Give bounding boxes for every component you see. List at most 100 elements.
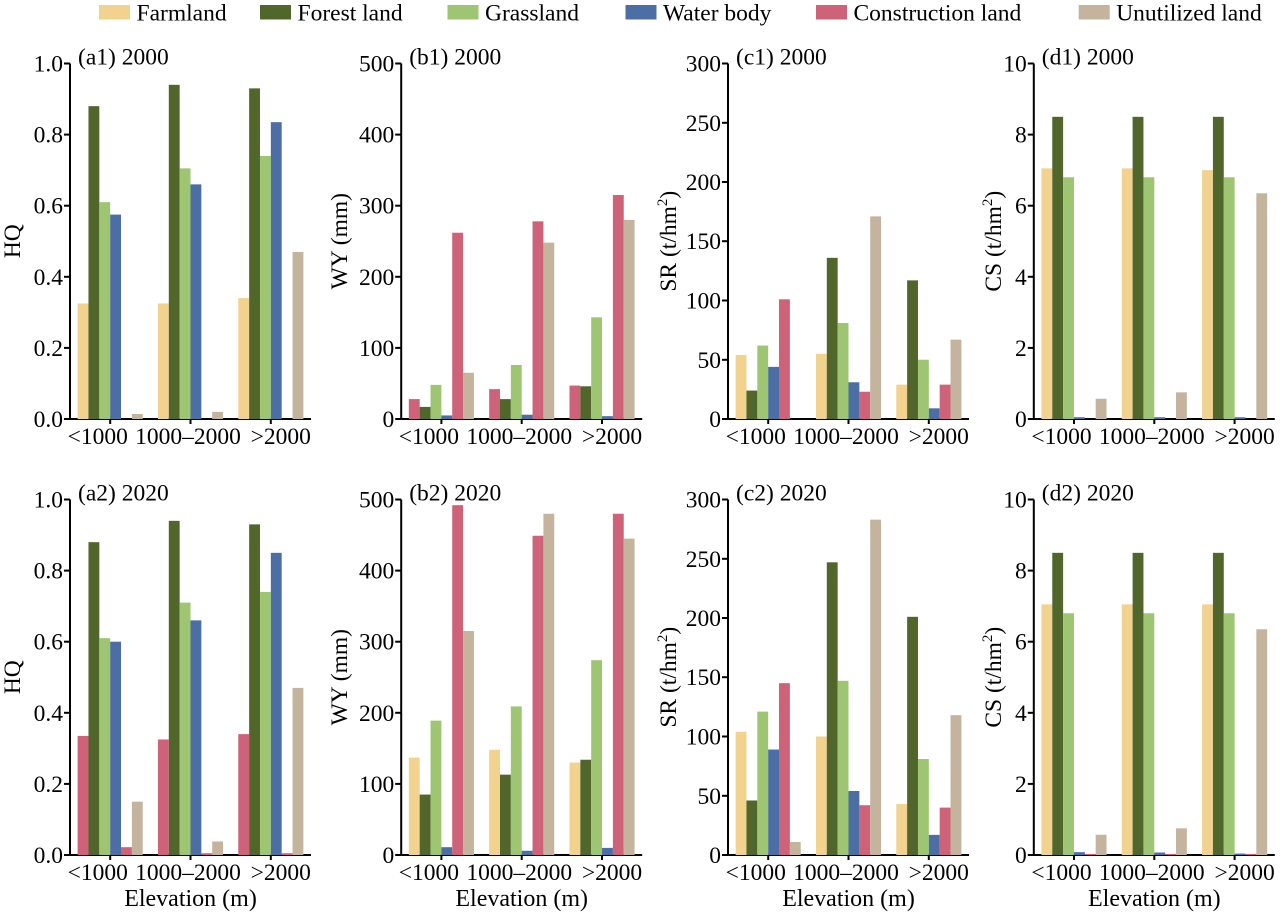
svg-text:Elevation (m): Elevation (m) — [1088, 886, 1221, 912]
svg-text:0.6: 0.6 — [34, 630, 64, 656]
svg-text:250: 250 — [686, 547, 721, 573]
svg-text:<1000: <1000 — [399, 860, 459, 886]
svg-text:10: 10 — [1003, 488, 1027, 514]
svg-text:<1000: <1000 — [726, 860, 786, 886]
svg-text:1000–2000: 1000–2000 — [1099, 860, 1205, 886]
svg-text:(a2) 2020: (a2) 2020 — [78, 481, 169, 507]
svg-text:Forest land: Forest land — [298, 1, 403, 27]
svg-text:<1000: <1000 — [726, 424, 786, 450]
svg-text:250: 250 — [686, 111, 721, 137]
svg-text:2: 2 — [1015, 336, 1027, 362]
svg-text:400: 400 — [359, 123, 394, 149]
svg-text:Grassland: Grassland — [485, 1, 579, 27]
svg-text:200: 200 — [359, 265, 394, 291]
svg-text:0.0: 0.0 — [34, 407, 63, 433]
svg-text:>2000: >2000 — [251, 424, 311, 450]
svg-text:200: 200 — [686, 606, 721, 632]
svg-text:>2000: >2000 — [1214, 424, 1274, 450]
svg-text:1000–2000: 1000–2000 — [466, 860, 572, 886]
svg-text:500: 500 — [359, 52, 394, 78]
svg-text:400: 400 — [359, 559, 394, 585]
svg-text:150: 150 — [686, 229, 721, 255]
svg-text:0.0: 0.0 — [34, 843, 63, 869]
svg-text:<1000: <1000 — [1031, 424, 1091, 450]
svg-text:CS (t/hm2): CS (t/hm2) — [980, 627, 1007, 728]
svg-text:(b2) 2020: (b2) 2020 — [409, 481, 501, 507]
svg-text:(d1) 2000: (d1) 2000 — [1042, 45, 1134, 71]
svg-text:4: 4 — [1015, 265, 1027, 291]
svg-text:Water body: Water body — [663, 1, 772, 27]
svg-text:1.0: 1.0 — [34, 488, 63, 514]
svg-text:SR (t/hm2): SR (t/hm2) — [655, 191, 682, 292]
svg-text:1.0: 1.0 — [34, 52, 63, 78]
svg-text:10: 10 — [1003, 52, 1027, 78]
svg-text:1000–2000: 1000–2000 — [793, 424, 899, 450]
svg-text:50: 50 — [698, 348, 722, 374]
svg-text:0: 0 — [1015, 843, 1027, 869]
svg-text:(a1) 2000: (a1) 2000 — [78, 45, 169, 71]
svg-text:0: 0 — [1015, 407, 1027, 433]
svg-text:CS (t/hm2): CS (t/hm2) — [980, 191, 1007, 292]
svg-text:100: 100 — [686, 725, 721, 751]
svg-text:1000–2000: 1000–2000 — [793, 860, 899, 886]
svg-text:100: 100 — [359, 772, 394, 798]
svg-text:300: 300 — [359, 194, 394, 220]
svg-text:(c1) 2000: (c1) 2000 — [736, 45, 827, 71]
svg-text:Unutilized land: Unutilized land — [1116, 1, 1262, 27]
svg-text:1000–2000: 1000–2000 — [1099, 424, 1205, 450]
svg-text:Construction land: Construction land — [854, 1, 1022, 27]
svg-text:8: 8 — [1015, 559, 1027, 585]
svg-text:HQ: HQ — [0, 660, 26, 694]
svg-text:Farmland: Farmland — [137, 1, 227, 27]
svg-text:>2000: >2000 — [909, 424, 969, 450]
svg-text:0.8: 0.8 — [34, 123, 63, 149]
svg-text:0.8: 0.8 — [34, 559, 63, 585]
svg-text:8: 8 — [1015, 123, 1027, 149]
svg-text:0: 0 — [382, 843, 394, 869]
svg-text:150: 150 — [686, 665, 721, 691]
svg-text:0.2: 0.2 — [34, 772, 63, 798]
svg-text:1000–2000: 1000–2000 — [135, 860, 241, 886]
svg-text:>2000: >2000 — [909, 860, 969, 886]
svg-text:100: 100 — [359, 336, 394, 362]
svg-text:4: 4 — [1015, 701, 1027, 727]
svg-text:>2000: >2000 — [582, 860, 642, 886]
svg-text:1000–2000: 1000–2000 — [466, 424, 572, 450]
svg-text:6: 6 — [1015, 194, 1027, 220]
svg-text:300: 300 — [686, 488, 721, 514]
svg-text:>2000: >2000 — [582, 424, 642, 450]
svg-text:0.4: 0.4 — [34, 701, 64, 727]
svg-text:2: 2 — [1015, 772, 1027, 798]
svg-text:Elevation (m): Elevation (m) — [782, 886, 915, 912]
svg-text:0: 0 — [709, 407, 721, 433]
svg-text:SR (t/hm2): SR (t/hm2) — [655, 627, 682, 728]
svg-text:Elevation (m): Elevation (m) — [455, 886, 588, 912]
svg-text:<1000: <1000 — [68, 424, 128, 450]
svg-text:0: 0 — [382, 407, 394, 433]
svg-text:(c2) 2020: (c2) 2020 — [736, 481, 827, 507]
svg-text:50: 50 — [698, 784, 722, 810]
svg-text:500: 500 — [359, 488, 394, 514]
svg-text:0.6: 0.6 — [34, 194, 64, 220]
svg-text:(b1) 2000: (b1) 2000 — [409, 45, 501, 71]
svg-text:300: 300 — [686, 52, 721, 78]
svg-text:Elevation (m): Elevation (m) — [124, 886, 257, 912]
svg-text:(d2) 2020: (d2) 2020 — [1042, 481, 1134, 507]
svg-text:<1000: <1000 — [68, 860, 128, 886]
svg-text:0.4: 0.4 — [34, 265, 64, 291]
svg-text:300: 300 — [359, 630, 394, 656]
svg-text:0: 0 — [709, 843, 721, 869]
svg-text:WY (mm): WY (mm) — [327, 193, 353, 289]
svg-text:200: 200 — [359, 701, 394, 727]
svg-text:>2000: >2000 — [1214, 860, 1274, 886]
svg-text:<1000: <1000 — [399, 424, 459, 450]
svg-text:<1000: <1000 — [1031, 860, 1091, 886]
svg-text:>2000: >2000 — [251, 860, 311, 886]
svg-text:1000–2000: 1000–2000 — [135, 424, 241, 450]
svg-text:200: 200 — [686, 170, 721, 196]
svg-text:HQ: HQ — [0, 224, 26, 258]
svg-text:0.2: 0.2 — [34, 336, 63, 362]
svg-text:WY (mm): WY (mm) — [327, 629, 353, 725]
svg-text:6: 6 — [1015, 630, 1027, 656]
svg-text:100: 100 — [686, 289, 721, 315]
